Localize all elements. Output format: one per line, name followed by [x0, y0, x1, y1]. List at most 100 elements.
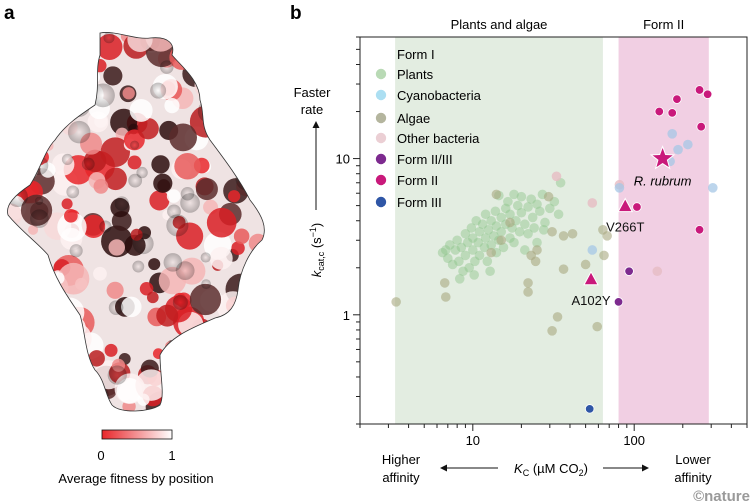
nature-watermark: ©nature	[693, 488, 750, 504]
point-plants	[505, 233, 515, 243]
point-plants	[486, 240, 496, 250]
point-plants	[545, 203, 555, 214]
point-plants	[480, 209, 491, 220]
point-plants	[456, 242, 467, 253]
point-form-ii	[654, 106, 664, 117]
panel-a-label: a	[4, 3, 15, 24]
point-plants	[503, 196, 513, 207]
legend-label: Form III	[397, 195, 442, 210]
legend-label: Cyanobacteria	[397, 88, 482, 103]
band-label: Form II	[643, 17, 684, 32]
point-plants	[509, 189, 519, 200]
point-algae	[592, 321, 603, 332]
point-plants	[473, 237, 483, 248]
point-form-ii	[694, 225, 705, 235]
legend-marker	[375, 68, 387, 80]
point-plants	[516, 207, 527, 218]
point-plants	[468, 233, 478, 243]
x-tick-label: 10	[466, 433, 480, 448]
point-plants	[466, 223, 477, 233]
band-label: Plants and algae	[451, 17, 548, 32]
triangle-marker	[617, 197, 634, 213]
point-form-ii	[694, 85, 705, 95]
legend: Form I Plants Cyanobacteria Algae Other bact…	[375, 47, 482, 210]
point-algae	[491, 189, 502, 200]
point-algae	[391, 297, 401, 307]
point-plants	[529, 223, 539, 233]
annotation-label: R. rubrum	[634, 174, 692, 189]
point-plants	[553, 209, 564, 220]
point-plants	[485, 266, 495, 277]
legend-marker	[375, 196, 387, 208]
point-plants	[460, 250, 471, 261]
point-algae	[558, 231, 569, 241]
point-plants	[468, 245, 478, 255]
point-plants	[474, 226, 485, 237]
band-1	[618, 37, 709, 424]
point-plants	[496, 212, 507, 223]
point-cyanobacteria	[614, 182, 625, 193]
y-annotation-line2: rate	[301, 102, 323, 117]
point-plants	[479, 242, 490, 253]
annotation-label: V266T	[606, 220, 644, 235]
point-plants	[471, 215, 482, 226]
point-cyanobacteria	[667, 129, 678, 139]
point-other-bacteria	[652, 266, 663, 277]
y-tick-label: 1	[343, 308, 350, 323]
legend-label: Form II	[397, 173, 438, 188]
point-plants	[509, 237, 519, 248]
legend-label: Algae	[397, 111, 430, 126]
point-algae	[439, 278, 450, 288]
band-0	[395, 37, 603, 424]
point-plants	[437, 247, 448, 258]
point-other-bacteria	[551, 171, 562, 182]
legend-label: Plants	[397, 67, 434, 82]
point-plants	[520, 245, 530, 255]
point-form-ii-iii	[624, 266, 634, 276]
point-plants	[480, 233, 491, 243]
panel-b-label: b	[290, 3, 302, 24]
point-plants	[520, 219, 530, 230]
point-plants	[454, 256, 464, 267]
up-arrow-icon	[312, 121, 320, 210]
point-plants	[447, 259, 458, 270]
point-cyanobacteria	[683, 139, 693, 150]
point-plants	[538, 225, 549, 235]
point-plants	[440, 245, 451, 255]
annotation-label: A102Y	[571, 293, 610, 308]
point-plants	[462, 237, 473, 248]
legend-header: Form I	[397, 47, 435, 62]
point-form-ii	[702, 89, 713, 99]
point-plants	[512, 200, 523, 211]
legend-label: Other bacteria	[397, 131, 480, 146]
point-form-ii	[667, 108, 677, 118]
point-plants	[486, 215, 496, 226]
point-plants	[464, 262, 475, 273]
point-plants	[516, 191, 527, 202]
point-plants	[491, 221, 502, 231]
point-algae	[558, 264, 569, 274]
point-plants	[532, 199, 542, 210]
legend-label: Form II/III	[397, 152, 453, 167]
point-algae	[567, 228, 578, 239]
point-plants	[523, 228, 533, 239]
left-arrow-icon	[440, 464, 498, 472]
point-form-ii	[696, 121, 706, 132]
point-plants	[500, 203, 511, 214]
point-plants	[532, 237, 542, 248]
point-plants	[514, 226, 525, 237]
legend-marker	[375, 174, 387, 186]
x-axis-label: KC (µM CO2)	[514, 461, 588, 478]
point-algae	[523, 287, 533, 297]
point-plants	[505, 209, 515, 220]
point-algae	[496, 235, 507, 246]
colorbar	[101, 429, 173, 440]
point-algae	[602, 231, 612, 241]
point-plants	[458, 266, 468, 277]
star-marker	[649, 145, 676, 170]
x-right-annotation-line2: affinity	[674, 470, 712, 485]
colorbar-caption: Average fitness by position	[58, 471, 213, 486]
point-plants	[527, 212, 538, 223]
y-tick-label: 10	[336, 152, 350, 167]
